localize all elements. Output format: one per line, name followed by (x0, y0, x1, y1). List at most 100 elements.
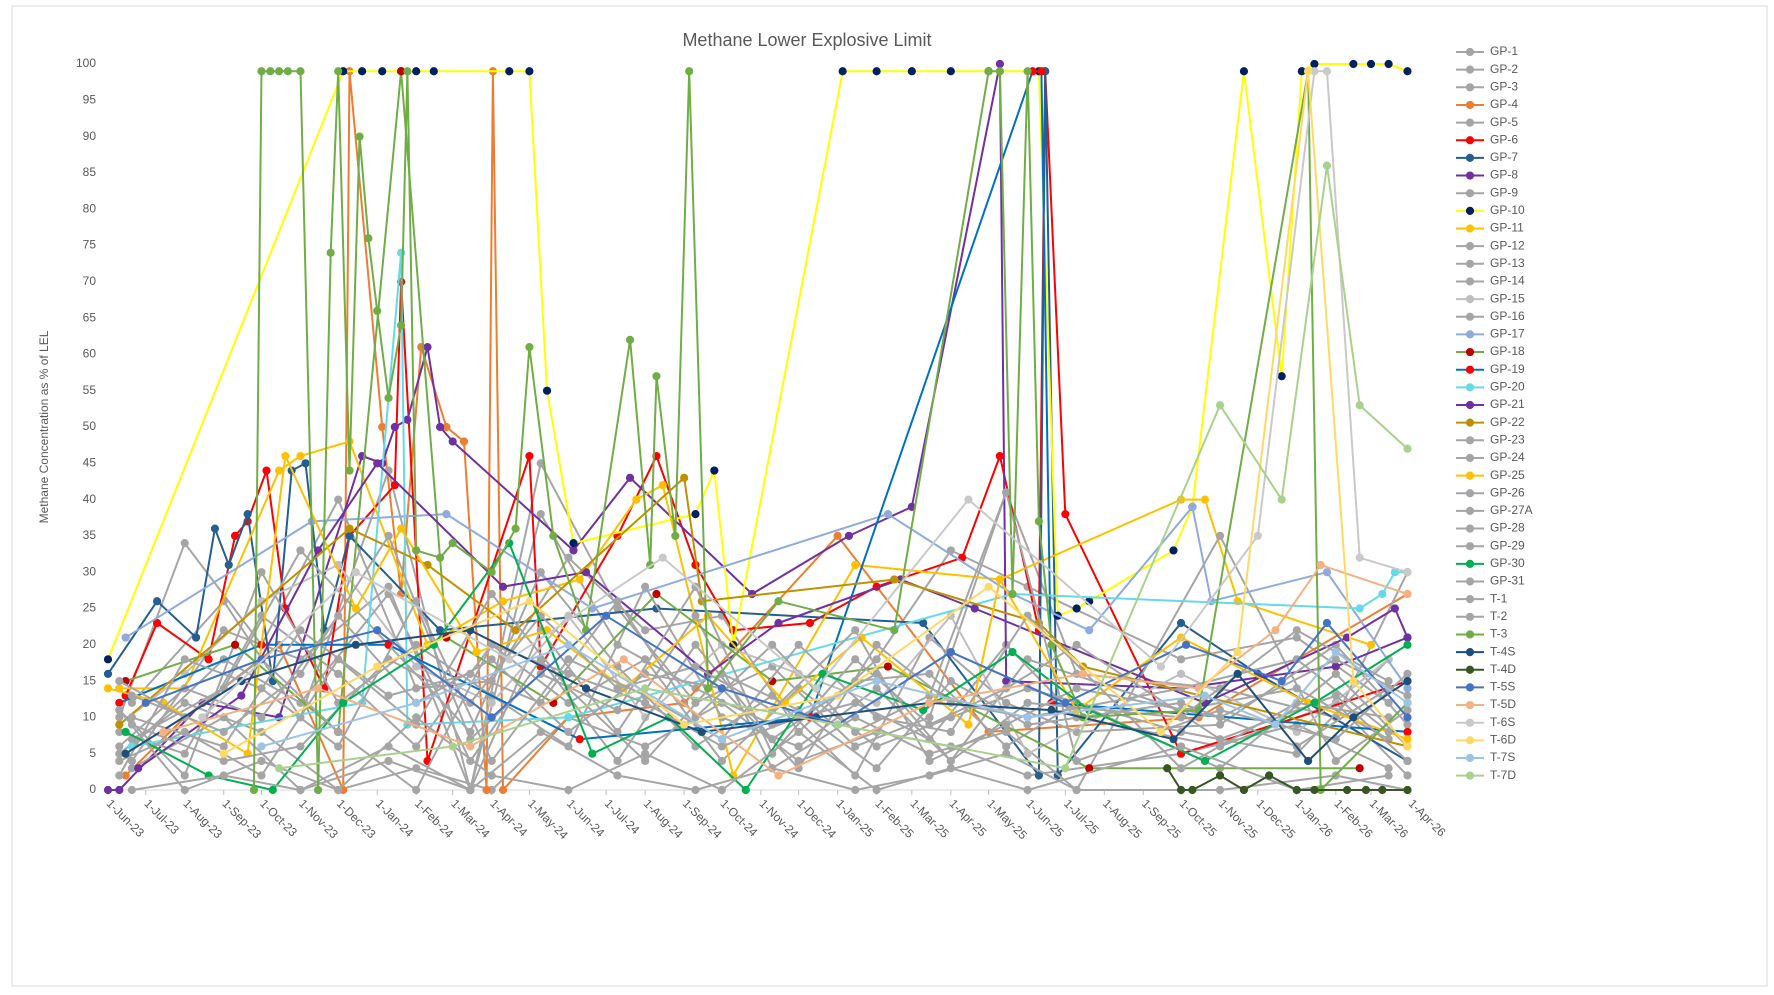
data-point (946, 677, 955, 686)
legend-marker (1465, 47, 1475, 57)
data-point (1176, 669, 1186, 678)
data-point (680, 720, 689, 729)
data-point (412, 785, 421, 795)
data-point (268, 785, 277, 795)
data-point (219, 756, 228, 766)
y-tick-label: 60 (83, 347, 97, 361)
data-point (1034, 517, 1043, 526)
legend-label: T-4D (1490, 662, 1516, 676)
data-point (1002, 698, 1011, 707)
data-point (358, 67, 367, 76)
data-point (1156, 727, 1166, 737)
data-point (1200, 756, 1210, 766)
data-point (412, 713, 421, 722)
data-point (1271, 626, 1280, 635)
data-point (768, 640, 777, 649)
data-point (266, 67, 275, 76)
data-point (1239, 67, 1249, 76)
y-tick-label: 75 (83, 238, 97, 252)
data-point (364, 234, 373, 243)
data-point (296, 626, 305, 635)
data-point (257, 684, 266, 693)
data-point (1002, 742, 1011, 751)
data-point (121, 749, 130, 758)
data-point (134, 764, 143, 773)
legend-label: T-5D (1490, 697, 1516, 711)
data-point (1008, 647, 1017, 657)
data-point (115, 756, 124, 766)
legend-marker (1465, 330, 1475, 339)
data-point (833, 720, 842, 729)
data-point (459, 437, 469, 446)
data-point (412, 698, 421, 707)
legend-marker (1465, 171, 1475, 180)
data-point (1403, 713, 1412, 722)
data-point (774, 618, 783, 628)
data-point (1331, 756, 1340, 766)
data-point (872, 669, 881, 678)
series-line (261, 643, 1409, 748)
data-point (1215, 771, 1225, 780)
data-point (872, 67, 881, 76)
data-point (1403, 589, 1412, 599)
data-point (1292, 684, 1301, 693)
data-point (525, 343, 534, 352)
data-point (717, 742, 726, 751)
data-point (1181, 640, 1191, 649)
data-point (1233, 669, 1242, 678)
data-point (115, 677, 124, 686)
data-point (710, 466, 719, 475)
data-point (1061, 698, 1070, 707)
data-point (243, 510, 252, 519)
data-point (1390, 604, 1400, 613)
data-point (296, 451, 305, 461)
data-point (1239, 785, 1249, 795)
data-point (995, 451, 1005, 461)
data-point (549, 531, 558, 541)
data-point (1215, 720, 1225, 729)
data-point (564, 669, 573, 678)
data-point (575, 735, 584, 744)
data-point (536, 510, 545, 519)
data-point (1403, 677, 1412, 686)
legend-label: GP-7 (1490, 150, 1518, 164)
data-point (345, 466, 354, 475)
data-point (384, 756, 393, 766)
data-point (334, 669, 343, 678)
data-point (844, 531, 854, 541)
data-point (925, 756, 934, 766)
y-tick-label: 15 (83, 673, 97, 687)
legend-marker (1465, 277, 1475, 286)
data-point (995, 67, 1005, 76)
data-point (1085, 626, 1094, 635)
y-tick-label: 5 (89, 746, 96, 760)
data-point (1331, 647, 1340, 657)
data-point (632, 495, 641, 504)
data-point (257, 67, 266, 76)
data-point (121, 727, 130, 737)
legend-label: T-4S (1490, 644, 1515, 658)
data-point (224, 560, 233, 570)
data-point (1343, 785, 1352, 795)
legend-marker (1465, 259, 1475, 268)
data-point (1061, 510, 1070, 519)
data-point (1304, 67, 1313, 76)
data-point (883, 662, 893, 671)
data-point (339, 698, 348, 707)
legend-label: T-5S (1490, 680, 1515, 694)
data-point (482, 785, 491, 795)
data-point (1023, 713, 1032, 722)
legend-label: GP-9 (1490, 185, 1518, 199)
data-point (1403, 735, 1412, 744)
data-point (127, 691, 137, 700)
data-point (641, 626, 650, 635)
data-point (1277, 495, 1286, 504)
data-point (103, 684, 113, 693)
data-point (1023, 67, 1032, 76)
legend-label: GP-16 (1490, 309, 1525, 323)
data-point (237, 691, 246, 700)
data-point (1023, 698, 1032, 707)
data-point (403, 415, 412, 424)
data-point (1215, 713, 1225, 722)
